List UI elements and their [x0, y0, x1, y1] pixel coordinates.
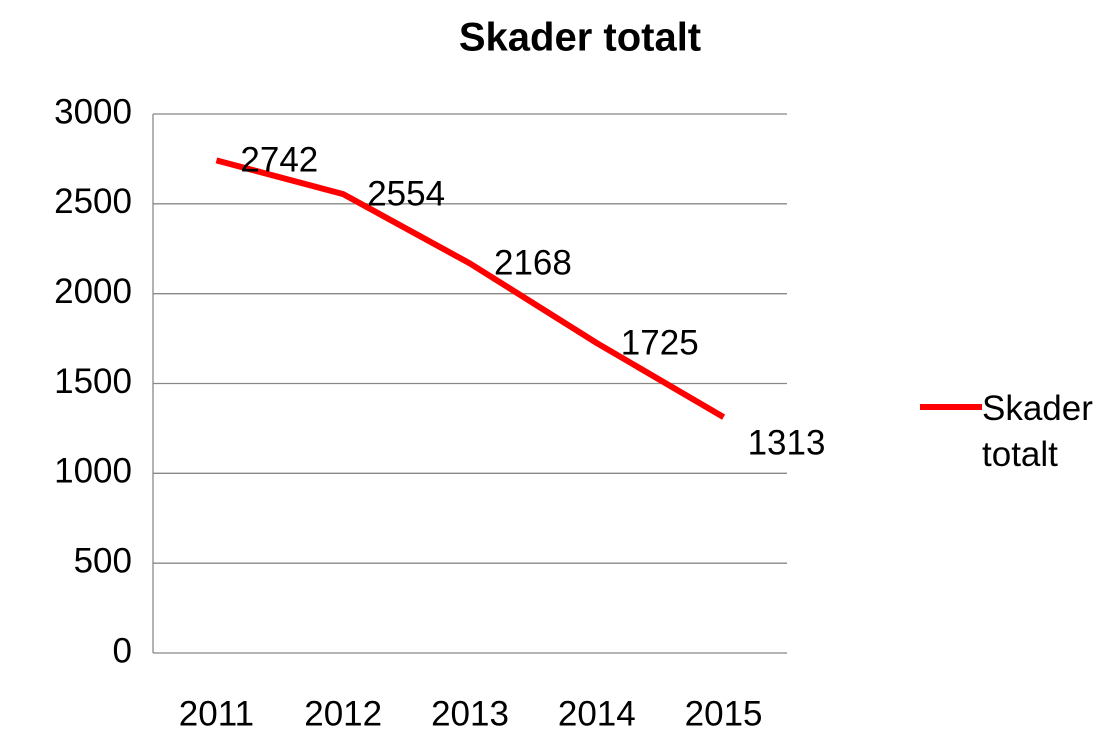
x-tick-label: 2013: [431, 694, 509, 731]
y-tick-label: 1500: [54, 362, 132, 401]
x-tick-label: 2015: [685, 694, 763, 731]
y-tick-label: 500: [74, 541, 132, 580]
y-tick-label: 0: [113, 631, 132, 670]
series-line: [215, 157, 726, 420]
legend-label: Skader totalt: [982, 389, 1093, 474]
y-tick-label: 1000: [54, 452, 132, 491]
data-label: 1313: [748, 423, 826, 462]
chart-title: Skader totalt: [459, 16, 701, 60]
x-tick-label: 2014: [558, 694, 636, 731]
y-tick-label: 2000: [54, 272, 132, 311]
data-label: 2168: [494, 244, 572, 283]
data-label: 2742: [240, 141, 318, 180]
y-tick-label: 2500: [54, 182, 132, 221]
x-tick-label: 2011: [179, 694, 254, 731]
x-tick-label: 2012: [304, 694, 382, 731]
data-label: 2554: [367, 174, 445, 213]
legend: Skader totalt: [982, 389, 1093, 474]
data-label: 1725: [621, 323, 699, 362]
y-tick-label: 3000: [54, 92, 132, 131]
